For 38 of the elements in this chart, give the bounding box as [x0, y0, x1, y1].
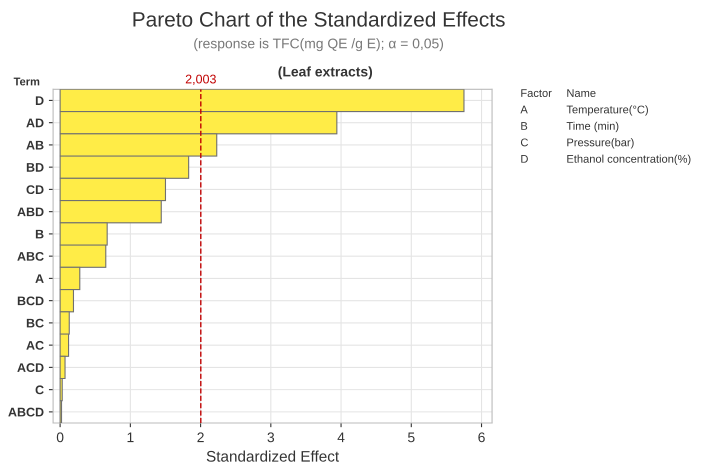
y-tick-label: ABD [17, 208, 44, 216]
text: (Leaf extracts) [278, 66, 372, 80]
y-tick-label: B [36, 230, 44, 238]
y-tick-label: C [36, 385, 44, 394]
text: Temperature(°C) [566, 105, 648, 116]
x-tick-label: 1 [128, 432, 134, 442]
y-tick-label: AB [26, 140, 44, 150]
x-tick-label: 3 [267, 432, 274, 442]
x-axis-title: Standardized Effect [206, 450, 340, 462]
y-tick-label: BCD [18, 296, 44, 306]
text: A [520, 106, 528, 114]
text: C [520, 138, 528, 146]
x-tick-label: 4 [338, 432, 345, 442]
ref-line-label: 2,003 [186, 74, 216, 85]
y-tick-label: AD [26, 118, 44, 128]
x-tick-label: 0 [56, 432, 64, 442]
y-tick-label: BD [26, 163, 44, 172]
y-tick-label: D [36, 96, 44, 105]
y-tick-label: ABC [17, 252, 44, 261]
y-tick-label: ABCD [8, 408, 44, 417]
y-tick-label: A [35, 274, 44, 283]
y-tick-label: AC [26, 340, 44, 350]
chart-title: Pareto Chart of the Standardized Effects [133, 11, 505, 27]
chart-subtitle: (response is TFC(mg QE /g E); α = 0,05) [194, 38, 444, 52]
text: Factor [521, 89, 552, 97]
text: B [521, 122, 528, 130]
y-axis-title: Term [14, 78, 40, 86]
y-tick-label: CD [26, 185, 44, 194]
x-tick-label: 6 [478, 432, 485, 442]
x-tick-label: 5 [408, 432, 415, 442]
text: Name [567, 89, 596, 97]
y-tick-label: BC [26, 318, 44, 328]
text: Time (min) [566, 122, 618, 132]
y-tick-label: ACD [17, 363, 44, 372]
text: Ethanol concentration(%) [567, 154, 690, 165]
text: D [521, 155, 528, 163]
x-tick-label: 2 [197, 432, 204, 442]
text: Pressure(bar) [567, 138, 634, 149]
